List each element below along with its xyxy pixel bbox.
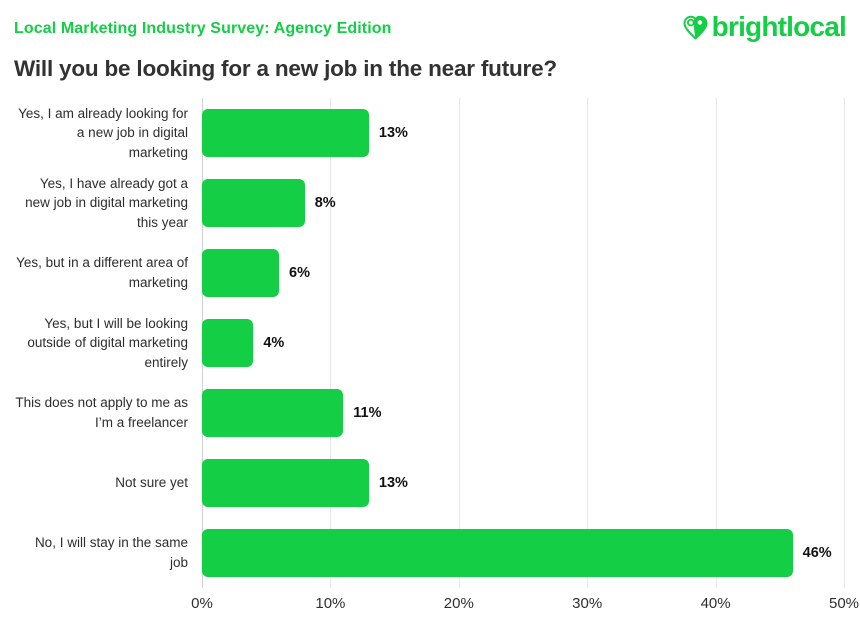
gridline [587,98,589,588]
x-axis-tick-label: 40% [700,595,731,612]
bar-track: 13% [202,459,844,507]
category-label: Yes, but in a different area of marketin… [16,255,188,290]
value-label: 46% [802,545,832,561]
chart-row: This does not apply to me as I’m a freel… [14,378,846,448]
x-axis-tick-label: 20% [443,595,474,612]
category-label: Yes, I have already got a new job in dig… [25,175,188,230]
bar-track: 13% [202,109,844,157]
value-label: 4% [263,335,285,351]
chart-row: Yes, I am already looking for a new job … [14,98,846,168]
bar-track: 11% [202,389,844,437]
value-label: 13% [378,475,408,491]
value-label: 13% [378,125,408,141]
chart-row: No, I will stay in the same job 46% [14,518,846,588]
bar [202,249,280,297]
x-axis-tick-label: 30% [572,595,603,612]
brightlocal-logo: brightlocal [682,11,847,42]
gridline [844,98,845,588]
brightlocal-heart-pin-icon [683,15,708,40]
chart-row: Yes, I have already got a new job in dig… [14,168,846,238]
value-label: 11% [353,405,382,421]
value-label: 6% [289,265,310,281]
category-label: Not sure yet [115,475,188,491]
chart-rows: Yes, I am already looking for a new job … [14,98,846,588]
bar [202,109,369,157]
bar-track: 46% [202,529,844,577]
bar [202,529,793,577]
gridline [330,98,332,588]
x-axis-tick-label: 0% [191,595,213,612]
bar-chart: Yes, I am already looking for a new job … [14,98,859,618]
bar [202,179,305,227]
x-axis-tick-label: 50% [828,595,860,612]
chart-title: Will you be looking for a new job in the… [14,56,557,81]
chart-row: Not sure yet 13% [14,448,846,518]
category-label: Yes, I am already looking for a new job … [18,105,188,160]
chart-row: Yes, but I will be looking outside of di… [14,308,846,378]
chart-row: Yes, but in a different area of marketin… [14,238,846,308]
gridline [458,98,460,588]
bar [202,389,344,437]
survey-edition-label: Local Marketing Industry Survey: Agency … [14,20,392,37]
x-axis-tick-label: 10% [315,595,346,612]
brightlocal-logo-text: brightlocal [711,11,847,42]
bar [202,459,369,507]
bar-track: 6% [202,249,844,297]
category-label: This does not apply to me as I’m a freel… [15,395,188,430]
category-label: Yes, but I will be looking outside of di… [27,315,188,370]
gridline [715,98,717,588]
value-label: 8% [314,195,336,211]
header: Local Marketing Industry Survey: Agency … [14,10,847,42]
bar-track: 4% [202,319,844,367]
x-axis: 0% 10% 20% 30% 40% 50% [191,588,859,618]
bar [202,319,254,367]
category-label: No, I will stay in the same job [34,535,188,570]
bar-track: 8% [202,179,844,227]
